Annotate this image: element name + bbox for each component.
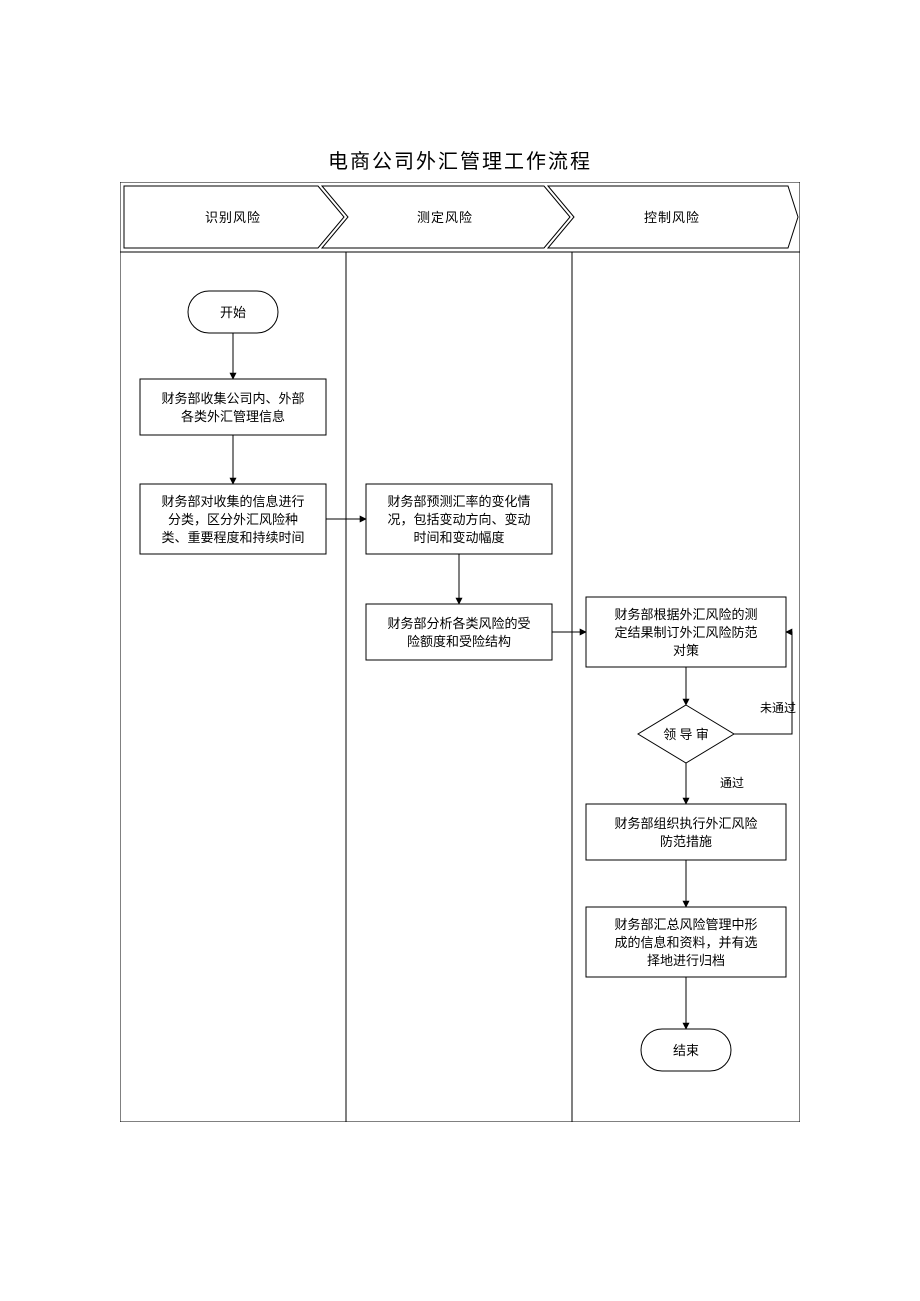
node-text: 开始 bbox=[220, 305, 246, 320]
node-text: 财务部预测汇率的变化情 bbox=[387, 494, 530, 509]
node-text: 成的信息和资料，并有选 bbox=[614, 935, 757, 950]
process-node bbox=[366, 604, 552, 660]
node-text: 财务部汇总风险管理中形 bbox=[614, 917, 757, 932]
node-text: 对策 bbox=[673, 643, 699, 658]
node-text: 防范措施 bbox=[660, 834, 712, 849]
column-header: 控制风险 bbox=[644, 210, 700, 225]
node-text: 财务部组织执行外汇风险 bbox=[614, 816, 757, 831]
node-text: 各类外汇管理信息 bbox=[181, 409, 285, 424]
column-header: 测定风险 bbox=[417, 210, 473, 225]
node-text: 财务部对收集的信息进行 bbox=[161, 494, 304, 509]
node-text: 定结果制订外汇风险防范 bbox=[614, 625, 757, 640]
node-text: 况，包括变动方向、变动 bbox=[387, 512, 530, 527]
node-text: 财务部分析各类风险的受 bbox=[387, 616, 530, 631]
node-text: 择地进行归档 bbox=[647, 953, 725, 968]
node-text: 类、重要程度和持续时间 bbox=[161, 530, 304, 545]
node-text: 财务部收集公司内、外部 bbox=[161, 391, 304, 406]
node-text: 时间和变动幅度 bbox=[413, 530, 504, 545]
flowchart-container: 电商公司外汇管理工作流程 识别风险 测定风险 控制风险开始财务部收集公司内、外部各类… bbox=[120, 145, 800, 1127]
node-text: 险额度和受险结构 bbox=[407, 634, 511, 649]
flowchart-svg: 识别风险 测定风险 控制风险开始财务部收集公司内、外部各类外汇管理信息财务部对收集的… bbox=[120, 182, 800, 1122]
flow-edge bbox=[734, 632, 792, 734]
column-header: 识别风险 bbox=[205, 210, 261, 225]
chart-title: 电商公司外汇管理工作流程 bbox=[120, 145, 800, 174]
edge-label: 通过 bbox=[720, 776, 744, 790]
process-node bbox=[140, 379, 326, 435]
node-text: 分类，区分外汇风险种 bbox=[168, 512, 298, 527]
edge-label: 未通过 bbox=[760, 701, 796, 715]
node-text: 结束 bbox=[673, 1043, 699, 1058]
node-text: 领 导 审 bbox=[663, 727, 709, 742]
node-text: 财务部根据外汇风险的测 bbox=[614, 607, 757, 622]
process-node bbox=[586, 804, 786, 860]
